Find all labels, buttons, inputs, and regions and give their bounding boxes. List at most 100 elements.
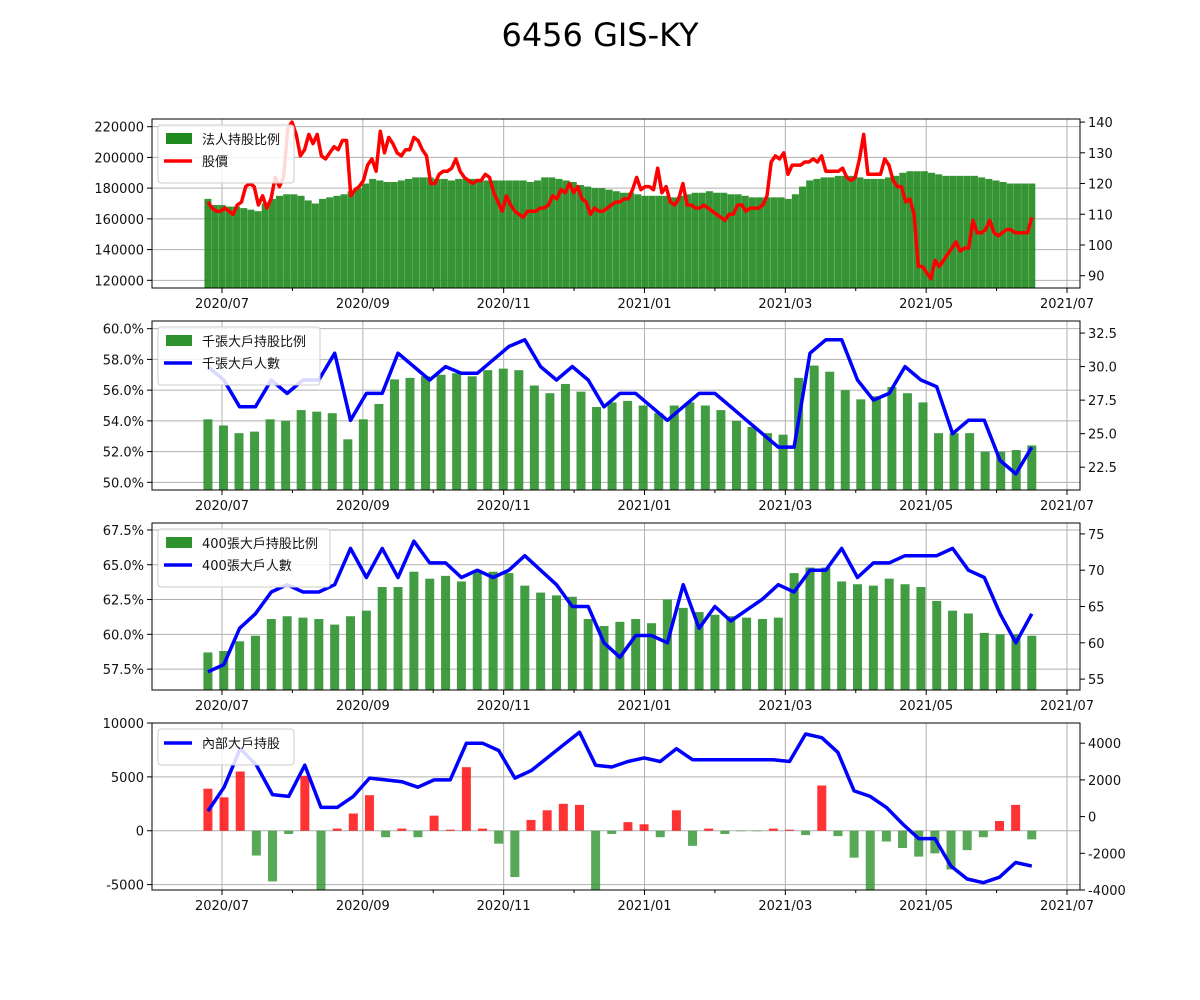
bar <box>436 374 446 490</box>
bar <box>1027 830 1037 840</box>
bar <box>927 172 935 288</box>
bar <box>381 830 391 838</box>
bar <box>298 617 308 690</box>
bar <box>426 177 434 288</box>
bar <box>599 625 609 690</box>
y-tick-label-right: 25.0 <box>1088 428 1117 443</box>
y-tick-label-right: 120 <box>1088 178 1113 193</box>
bar <box>240 208 248 288</box>
x-tick-label: 2021/03 <box>758 499 812 514</box>
y-tick-label-right: 0 <box>1088 811 1096 826</box>
y-tick-label-right: 65 <box>1088 601 1105 616</box>
bar <box>462 178 470 288</box>
bar <box>820 177 828 288</box>
bar <box>794 377 804 490</box>
x-tick-label: 2021/05 <box>899 699 953 714</box>
bar <box>456 581 466 690</box>
y-tick-label-right: 27.5 <box>1088 394 1117 409</box>
y-tick-label-right: 110 <box>1088 208 1113 223</box>
x-tick-label: 2020/09 <box>336 297 390 312</box>
bar <box>741 195 749 288</box>
y-tick-label-left: 57.5% <box>103 663 144 678</box>
bar <box>963 175 971 288</box>
bar <box>837 581 847 690</box>
bar <box>409 571 419 690</box>
bar <box>684 194 692 288</box>
series-line <box>206 338 1034 476</box>
legend-label: 千張大戶持股比例 <box>202 335 306 350</box>
bar <box>247 209 255 288</box>
bar <box>631 619 641 690</box>
x-tick-label: 2020/09 <box>336 499 390 514</box>
bar <box>235 641 245 690</box>
bar <box>825 371 835 490</box>
bar <box>598 188 606 288</box>
bar <box>311 203 319 288</box>
bar <box>648 195 656 288</box>
bar <box>634 194 642 288</box>
legend-label: 內部大戶持股 <box>202 737 280 752</box>
bar <box>710 614 720 690</box>
y-tick-label-left: 60.0% <box>103 628 144 643</box>
bar <box>283 194 291 288</box>
y-tick-label-left: 160000 <box>94 213 144 228</box>
bar <box>346 616 356 690</box>
bar <box>655 195 663 288</box>
bar <box>654 413 664 490</box>
bar <box>727 194 735 288</box>
bar <box>887 387 897 490</box>
bar <box>784 829 794 831</box>
bar <box>483 370 493 490</box>
bar <box>669 405 679 490</box>
bar <box>773 617 783 690</box>
bar <box>234 433 244 490</box>
bar <box>623 400 633 490</box>
bar <box>498 180 506 288</box>
legend-box <box>157 326 321 386</box>
bar <box>326 197 334 288</box>
bar <box>770 197 778 288</box>
x-tick-label: 2021/07 <box>1040 297 1094 312</box>
bar <box>638 405 648 490</box>
bar <box>671 810 681 831</box>
x-tick-label: 2020/11 <box>477 899 531 914</box>
bar <box>898 830 908 848</box>
bar <box>892 175 900 288</box>
y-tick-label-right: 4000 <box>1088 737 1121 752</box>
bar <box>834 175 842 288</box>
bar <box>282 616 292 690</box>
bar <box>996 451 1006 490</box>
bar <box>377 587 387 690</box>
bar <box>558 803 568 831</box>
bar <box>369 178 377 288</box>
x-tick-label: 2021/07 <box>1040 899 1094 914</box>
bar <box>833 830 843 837</box>
bar <box>472 571 482 690</box>
x-tick-label: 2021/01 <box>617 699 671 714</box>
bar <box>963 613 973 690</box>
legend: 內部大戶持股 <box>157 728 295 766</box>
bar <box>542 810 552 831</box>
bar <box>330 624 340 690</box>
bar <box>488 571 498 690</box>
bar <box>584 186 592 288</box>
bar <box>768 828 778 831</box>
bar <box>429 815 439 831</box>
bar <box>526 181 534 288</box>
bar <box>469 178 477 288</box>
bar <box>704 828 714 831</box>
bar <box>900 584 910 690</box>
bar <box>433 178 441 288</box>
y-tick-label-right: 100 <box>1088 239 1113 254</box>
bar <box>425 578 435 690</box>
x-tick-label: 2020/07 <box>195 297 249 312</box>
bar <box>627 192 635 288</box>
bar <box>591 830 601 890</box>
x-tick-label: 2021/03 <box>758 699 812 714</box>
bar <box>842 175 850 288</box>
bar <box>799 186 807 288</box>
bar <box>906 171 914 288</box>
bar <box>752 830 762 832</box>
bar <box>452 373 462 490</box>
bar <box>716 410 726 490</box>
